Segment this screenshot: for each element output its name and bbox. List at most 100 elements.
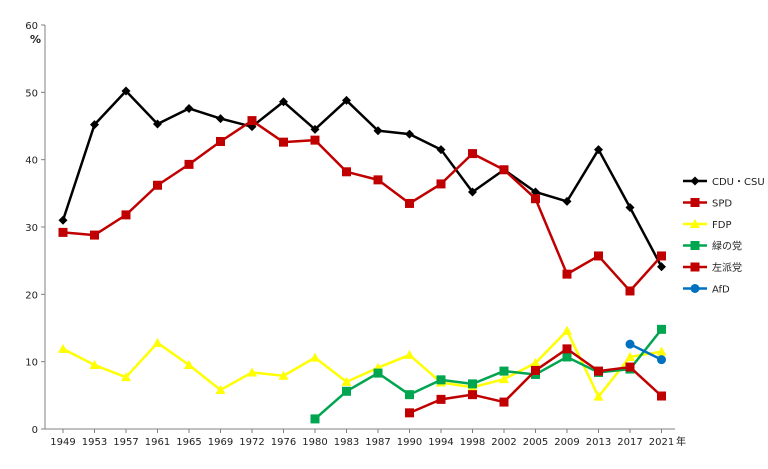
data-point	[279, 97, 288, 107]
legend-swatch-marker	[690, 241, 700, 250]
data-point	[625, 202, 635, 212]
y-tick-label: 40	[25, 156, 38, 167]
x-tick-label: 1998	[460, 437, 485, 448]
x-tick-label: 2021	[649, 437, 674, 448]
data-point	[89, 360, 100, 370]
axes	[44, 25, 675, 430]
data-point	[436, 145, 446, 155]
data-point	[405, 198, 414, 208]
legend-item: CDU・CSU	[683, 176, 765, 188]
data-point	[657, 251, 666, 261]
data-point	[373, 126, 383, 136]
data-point	[499, 374, 509, 384]
x-tick-label: 1957	[113, 437, 138, 448]
data-point	[530, 358, 541, 368]
legend-label: AfD	[712, 285, 730, 296]
data-point	[436, 179, 446, 189]
y-ticks: 0 10 20 30 40 50 60	[25, 21, 45, 436]
data-point	[625, 339, 635, 349]
series-2	[58, 116, 666, 296]
data-point	[373, 175, 383, 185]
data-point	[531, 365, 540, 375]
data-point	[468, 390, 477, 400]
data-point	[310, 124, 320, 134]
data-point	[373, 368, 383, 378]
x-tick-label: 1961	[145, 437, 170, 448]
data-point	[121, 86, 131, 96]
legend-item: FDP	[683, 219, 731, 231]
y-tick-label: 10	[25, 358, 38, 369]
x-tick-label: 1980	[302, 437, 327, 448]
data-point	[656, 346, 667, 356]
series-layer	[58, 86, 667, 424]
x-tick-label: 2013	[586, 437, 611, 448]
data-point	[625, 351, 635, 361]
x-axis-suffix: 年	[676, 435, 686, 448]
data-point	[562, 196, 572, 206]
data-point	[58, 215, 68, 225]
data-point	[247, 367, 257, 377]
series-line	[62, 119, 663, 293]
x-tick-label: 1983	[334, 437, 359, 448]
data-point	[90, 230, 99, 240]
data-point	[184, 103, 194, 113]
x-tick-label: 1953	[82, 437, 107, 448]
series-line	[629, 343, 663, 361]
data-point	[90, 120, 99, 130]
data-point	[153, 180, 162, 190]
legend-swatch-marker	[690, 176, 700, 186]
series-line	[314, 328, 663, 420]
legend-item: 左派党	[683, 261, 742, 274]
data-point	[278, 370, 289, 380]
legend-item: AfD	[683, 284, 730, 296]
data-point	[562, 352, 572, 362]
data-point	[436, 375, 446, 385]
y-axis-unit: %	[30, 33, 41, 46]
legend-label: 緑の党	[712, 240, 742, 253]
data-point	[657, 324, 666, 334]
data-point	[562, 269, 572, 279]
data-point	[594, 145, 603, 155]
data-point	[121, 210, 131, 220]
data-point	[499, 397, 509, 407]
series-3	[58, 325, 667, 401]
data-point	[310, 414, 320, 424]
x-tick-label: 1969	[208, 437, 233, 448]
x-tick-label: 1965	[176, 437, 201, 448]
data-point	[405, 408, 414, 418]
legend-label: 左派党	[712, 261, 742, 274]
x-tick-label: 2009	[554, 437, 579, 448]
data-point	[468, 379, 477, 389]
x-tick-label: 2005	[523, 437, 548, 448]
data-point	[342, 167, 351, 177]
series-1	[58, 86, 666, 272]
data-point	[499, 165, 509, 175]
data-point	[625, 362, 635, 372]
data-point	[152, 337, 163, 347]
x-tick-label: 1990	[397, 437, 422, 448]
data-point	[184, 159, 194, 169]
data-point	[436, 394, 446, 404]
legend-swatch-marker	[690, 198, 700, 207]
data-point	[216, 114, 225, 124]
data-point	[404, 349, 415, 359]
data-point	[216, 136, 225, 146]
y-tick-label: 0	[32, 425, 38, 436]
data-point	[594, 251, 603, 261]
data-point	[58, 227, 68, 237]
series-5	[405, 344, 666, 418]
data-point	[468, 187, 477, 197]
data-point	[657, 262, 666, 272]
data-point	[405, 129, 414, 139]
y-tick-label: 30	[25, 223, 38, 234]
x-tick-label: 2017	[617, 437, 642, 448]
data-point	[310, 135, 320, 145]
data-point	[342, 386, 351, 396]
legend-label: SPD	[712, 199, 732, 210]
legend-swatch-marker	[690, 219, 700, 228]
x-tick-label: 2002	[491, 437, 516, 448]
data-point	[625, 286, 635, 296]
x-tick-label: 1987	[365, 437, 390, 448]
